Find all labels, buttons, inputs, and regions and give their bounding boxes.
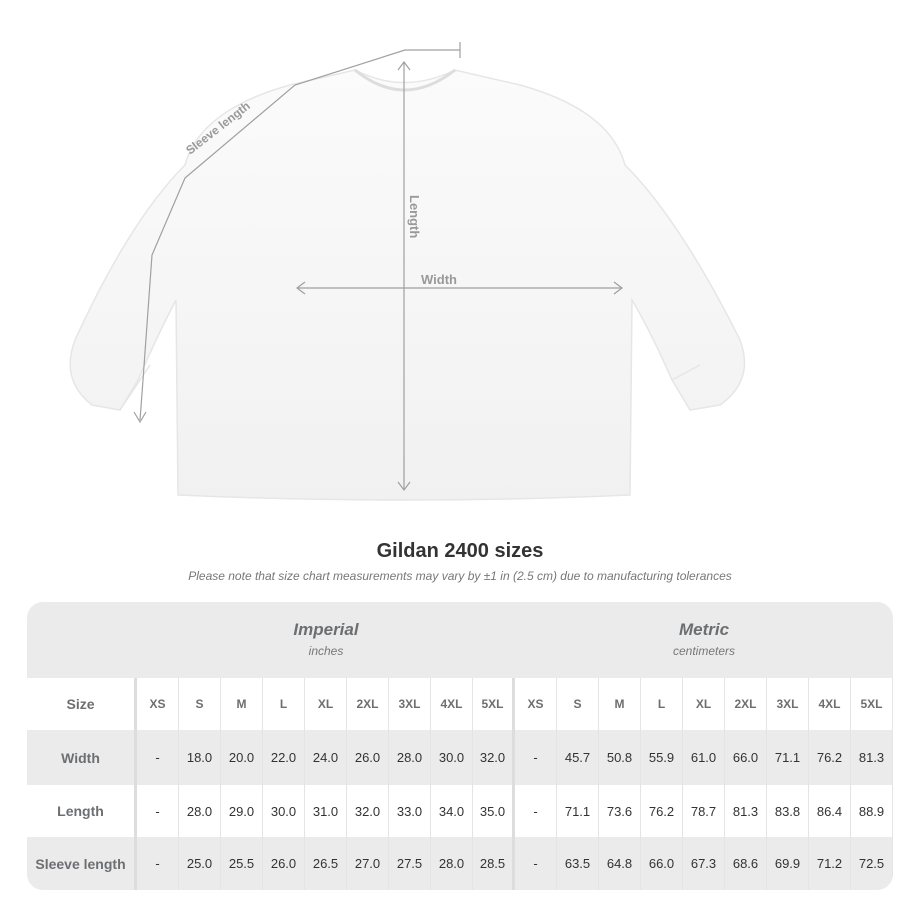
size-header-cell: 5XL — [473, 678, 515, 730]
size-header-cell: XL — [683, 678, 725, 730]
imperial-value-cell: 35.0 — [473, 785, 515, 837]
metric-value-cell: 86.4 — [809, 785, 851, 837]
metric-value-cell: - — [515, 837, 557, 890]
table-row: Sleeve length -25.0 25.5 26.0 26.5 27.0 27.5 28… — [27, 837, 893, 890]
imperial-value-cell: 32.0 — [473, 730, 515, 785]
size-header-cell: XL — [305, 678, 347, 730]
imperial-header: Imperial inches — [137, 602, 515, 678]
imperial-value-cell: 34.0 — [431, 785, 473, 837]
metric-value-cell: 81.3 — [851, 730, 893, 785]
size-header-cell: L — [641, 678, 683, 730]
imperial-value-cell: 28.0 — [431, 837, 473, 890]
table-row: Width -18.0 20.0 22.0 24.0 26.0 28.0 30.0 32.0-4… — [27, 730, 893, 785]
metric-title: Metric — [678, 620, 730, 639]
row-label: Width — [27, 730, 137, 785]
imperial-value-cell: 28.5 — [473, 837, 515, 890]
size-header-cell: S — [179, 678, 221, 730]
imperial-unit: inches — [308, 644, 344, 658]
imperial-value-cell: 32.0 — [347, 785, 389, 837]
row-label: Size — [27, 678, 137, 730]
size-header-cell: 2XL — [725, 678, 767, 730]
row-label: Length — [27, 785, 137, 837]
metric-value-cell: 45.7 — [557, 730, 599, 785]
metric-value-cell: 68.6 — [725, 837, 767, 890]
size-header-cell: 3XL — [389, 678, 431, 730]
size-header-cell: 4XL — [809, 678, 851, 730]
imperial-value-cell: 18.0 — [179, 730, 221, 785]
imperial-value-cell: - — [137, 785, 179, 837]
size-header-cell: XS — [137, 678, 179, 730]
metric-value-cell: 71.1 — [557, 785, 599, 837]
imperial-value-cell: 26.0 — [263, 837, 305, 890]
metric-value-cell: 69.9 — [767, 837, 809, 890]
metric-unit: centimeters — [672, 644, 736, 658]
imperial-value-cell: 28.0 — [389, 730, 431, 785]
width-label: Width — [421, 272, 457, 287]
metric-value-cell: - — [515, 785, 557, 837]
metric-header: Metric centimeters — [515, 602, 893, 678]
metric-value-cell: 73.6 — [599, 785, 641, 837]
size-header-cell: XS — [515, 678, 557, 730]
metric-value-cell: 66.0 — [641, 837, 683, 890]
size-header-cell: S — [557, 678, 599, 730]
imperial-title: Imperial — [293, 620, 359, 639]
metric-value-cell: 61.0 — [683, 730, 725, 785]
chart-title: Gildan 2400 sizes — [376, 540, 544, 562]
metric-value-cell: 63.5 — [557, 837, 599, 890]
metric-value-cell: - — [515, 730, 557, 785]
imperial-value-cell: 24.0 — [305, 730, 347, 785]
imperial-value-cell: 31.0 — [305, 785, 347, 837]
metric-value-cell: 55.9 — [641, 730, 683, 785]
size-header-cell: M — [221, 678, 263, 730]
size-header-cell: 4XL — [431, 678, 473, 730]
imperial-value-cell: - — [137, 837, 179, 890]
imperial-value-cell: 33.0 — [389, 785, 431, 837]
metric-value-cell: 78.7 — [683, 785, 725, 837]
size-header-cell: L — [263, 678, 305, 730]
length-label: Length — [407, 195, 422, 238]
table-row: Length -28.0 29.0 30.0 31.0 32.0 33.0 34.0 35.0-… — [27, 785, 893, 837]
imperial-value-cell: 25.5 — [221, 837, 263, 890]
metric-value-cell: 76.2 — [809, 730, 851, 785]
imperial-value-cell: 29.0 — [221, 785, 263, 837]
row-label: Sleeve length — [27, 837, 137, 890]
imperial-value-cell: - — [137, 730, 179, 785]
size-header-cell: M — [599, 678, 641, 730]
imperial-value-cell: 30.0 — [431, 730, 473, 785]
long-sleeve-shirt — [69, 68, 746, 501]
imperial-value-cell: 27.5 — [389, 837, 431, 890]
imperial-value-cell: 20.0 — [221, 730, 263, 785]
metric-value-cell: 83.8 — [767, 785, 809, 837]
imperial-value-cell: 28.0 — [179, 785, 221, 837]
metric-value-cell: 67.3 — [683, 837, 725, 890]
sleeve-length-line — [139, 49, 460, 421]
imperial-value-cell: 26.5 — [305, 837, 347, 890]
imperial-value-cell: 22.0 — [263, 730, 305, 785]
imperial-value-cell: 26.0 — [347, 730, 389, 785]
metric-value-cell: 76.2 — [641, 785, 683, 837]
size-table: Imperial inches Metric centimeters Size X… — [27, 602, 893, 890]
imperial-value-cell: 30.0 — [263, 785, 305, 837]
metric-value-cell: 64.8 — [599, 837, 641, 890]
metric-value-cell: 72.5 — [851, 837, 893, 890]
tolerance-note: Please note that size chart measurements… — [188, 569, 732, 583]
metric-value-cell: 71.1 — [767, 730, 809, 785]
measurement-lines — [133, 42, 623, 491]
metric-value-cell: 71.2 — [809, 837, 851, 890]
shirt-illustration: Sleeve length Length Width — [69, 42, 746, 501]
size-header-cell: 3XL — [767, 678, 809, 730]
imperial-value-cell: 27.0 — [347, 837, 389, 890]
metric-value-cell: 81.3 — [725, 785, 767, 837]
metric-value-cell: 50.8 — [599, 730, 641, 785]
metric-value-cell: 88.9 — [851, 785, 893, 837]
size-header-row: Size XS S M L XL 2XL 3XL 4XL 5XL XS S M L XL 2XL 3XL 4XL 5… — [27, 678, 893, 730]
imperial-value-cell: 25.0 — [179, 837, 221, 890]
size-header-cell: 2XL — [347, 678, 389, 730]
size-header-cell: 5XL — [851, 678, 893, 730]
metric-value-cell: 66.0 — [725, 730, 767, 785]
